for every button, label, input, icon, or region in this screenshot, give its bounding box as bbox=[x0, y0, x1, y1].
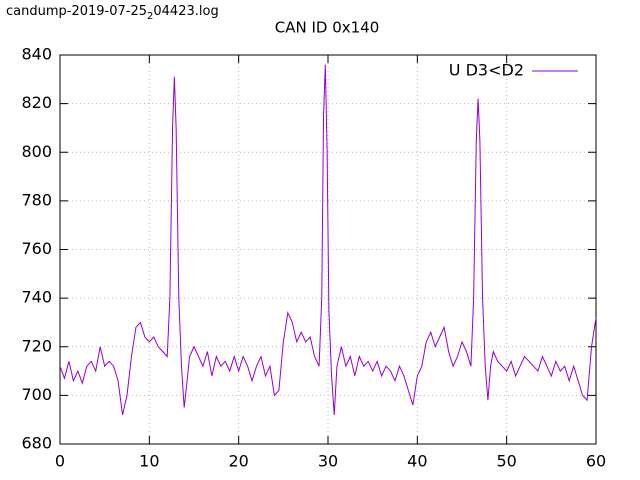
x-tick-label: 20 bbox=[228, 452, 248, 471]
data-line bbox=[59, 64, 597, 415]
y-tick-label: 820 bbox=[21, 93, 52, 112]
x-tick-label: 10 bbox=[139, 452, 159, 471]
x-tick-label: 0 bbox=[55, 452, 65, 471]
x-tick-label: 30 bbox=[318, 452, 338, 471]
y-tick-label: 780 bbox=[21, 190, 52, 209]
x-tick-label: 50 bbox=[496, 452, 516, 471]
chart-title: CAN ID 0x140 bbox=[275, 19, 380, 37]
y-tick-label: 760 bbox=[21, 239, 52, 258]
legend-label: U D3<D2 bbox=[449, 61, 524, 80]
file-label-part: 04423.log bbox=[153, 4, 218, 19]
y-tick-label: 800 bbox=[21, 142, 52, 161]
file-label-sub: 2 bbox=[147, 11, 153, 22]
y-tick-label: 840 bbox=[21, 45, 52, 64]
y-tick-label: 740 bbox=[21, 288, 52, 307]
x-tick-label: 60 bbox=[586, 452, 606, 471]
plot-border bbox=[59, 54, 597, 445]
y-tick-label: 680 bbox=[21, 434, 52, 453]
file-label: candump-2019-07-25204423.log bbox=[6, 4, 219, 23]
y-tick-label: 700 bbox=[21, 385, 52, 404]
y-tick-label: 720 bbox=[21, 336, 52, 355]
x-tick-label: 40 bbox=[407, 452, 427, 471]
file-label-part: candump-2019-07-25 bbox=[6, 4, 147, 19]
